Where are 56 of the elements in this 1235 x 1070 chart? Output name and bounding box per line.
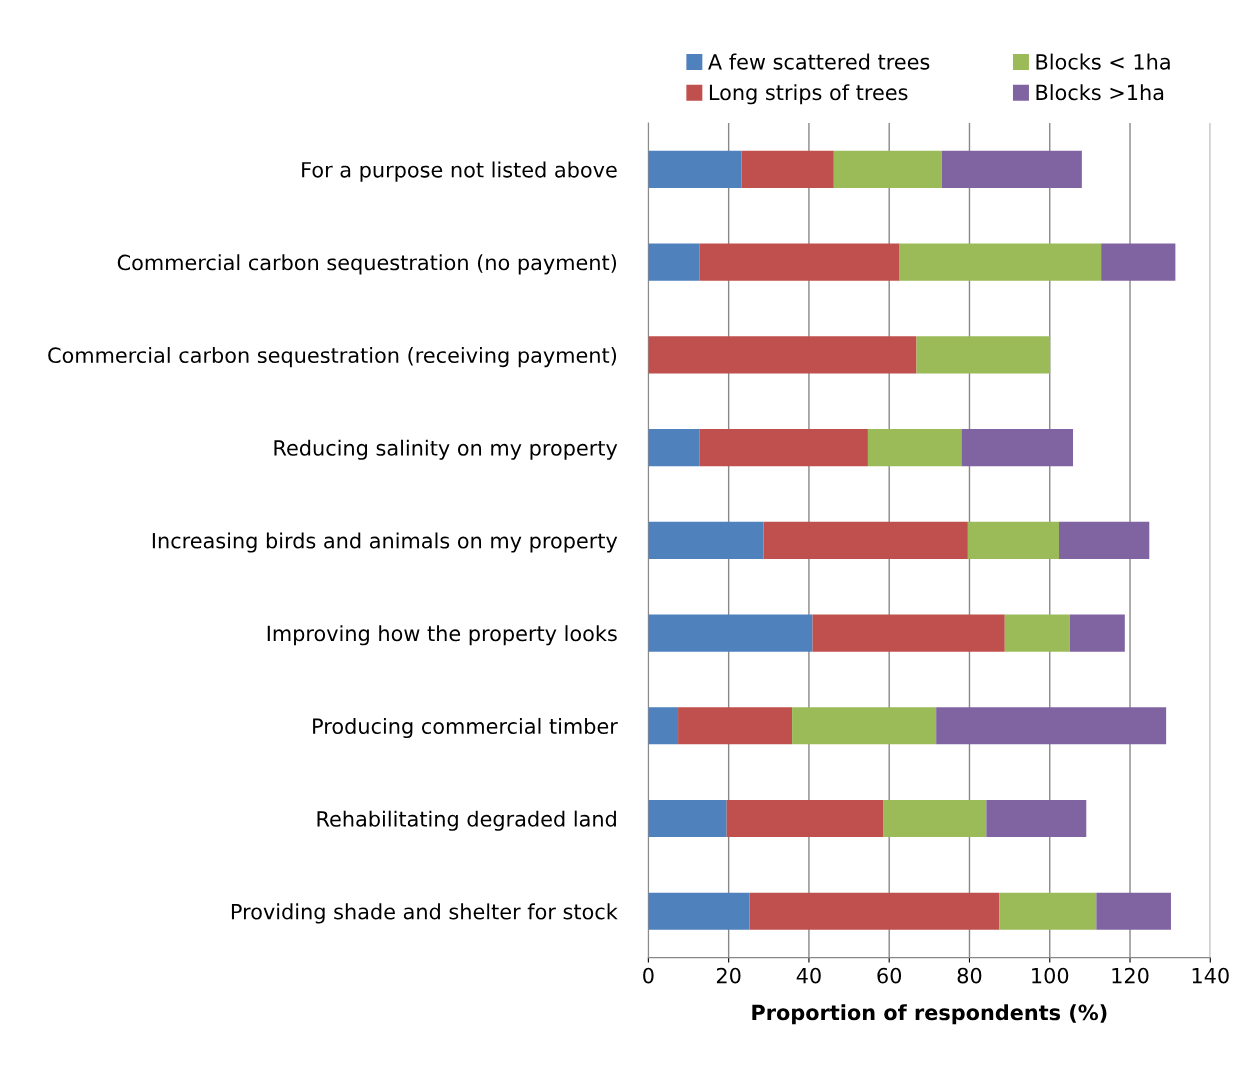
bar xyxy=(792,707,937,745)
x-tick-label: 80 xyxy=(957,967,982,984)
bar xyxy=(967,521,1059,559)
bar xyxy=(648,150,742,188)
bar xyxy=(1101,243,1176,281)
bar xyxy=(936,707,1167,745)
x-tick-label: 20 xyxy=(716,967,741,984)
x-tick-label: 0 xyxy=(643,967,654,984)
legend-label: Blocks >1ha xyxy=(1036,84,1164,101)
y-tick-label: Producing commercial timber xyxy=(313,717,618,739)
x-tick-label: 120 xyxy=(1112,967,1149,984)
legend-label: A few scattered trees xyxy=(708,53,930,70)
y-tick-label: Commercial carbon sequestration (receiving payment) xyxy=(48,346,617,368)
bar xyxy=(961,429,1074,467)
bar xyxy=(648,429,700,467)
bar xyxy=(883,800,987,838)
bar xyxy=(1096,892,1171,930)
x-tick-label: 40 xyxy=(796,967,821,984)
x-tick-label: 140 xyxy=(1192,967,1229,984)
bar xyxy=(648,707,679,745)
legend-label: Long strips of trees xyxy=(709,84,908,105)
bar xyxy=(833,150,942,188)
bar xyxy=(1004,614,1070,652)
bar xyxy=(999,892,1097,930)
bar xyxy=(726,800,884,838)
bar xyxy=(986,800,1087,838)
bar xyxy=(678,707,793,745)
bar xyxy=(648,521,764,559)
bar xyxy=(1069,614,1125,652)
bar xyxy=(648,800,727,838)
bar xyxy=(648,614,813,652)
y-tick-label: Reducing salinity on my property xyxy=(274,439,618,460)
bar xyxy=(1058,521,1150,559)
legend-label: Blocks < 1ha xyxy=(1036,53,1170,70)
y-tick-label: Providing shade and shelter for stock xyxy=(231,903,618,924)
x-tick-label: 100 xyxy=(1032,967,1069,984)
y-tick-label: Commercial carbon sequestration (no payment) xyxy=(117,254,617,275)
bar xyxy=(699,429,868,467)
bar xyxy=(699,243,900,281)
bar xyxy=(867,429,962,467)
x-axis-title: Proportion of respondents (%) xyxy=(752,1004,1107,1025)
y-tick-label: Improving how the property looks xyxy=(267,625,617,646)
bar xyxy=(749,892,1000,930)
bar xyxy=(741,150,834,188)
bar xyxy=(648,243,700,281)
y-tick-label: For a purpose not listed above xyxy=(302,161,617,182)
bar xyxy=(812,614,1005,652)
bar xyxy=(899,243,1102,281)
bar xyxy=(648,892,750,930)
bar xyxy=(763,521,968,559)
bar xyxy=(648,336,917,374)
bar xyxy=(916,336,1051,374)
bar xyxy=(941,150,1082,188)
y-tick-label: Increasing birds and animals on my property xyxy=(152,532,618,553)
x-tick-label: 60 xyxy=(877,967,902,984)
y-tick-label: Rehabilitating degraded land xyxy=(317,810,616,831)
